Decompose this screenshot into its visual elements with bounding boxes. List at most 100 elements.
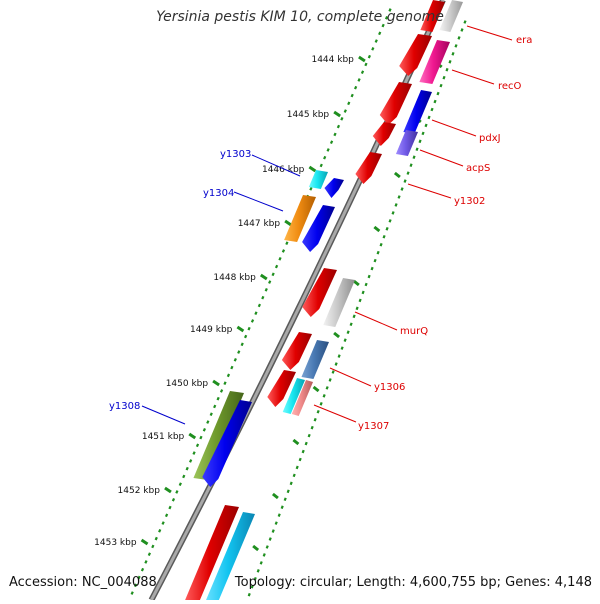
tick-label: 1447 kbp xyxy=(238,219,281,229)
tick-track-dot-left xyxy=(240,342,244,347)
tick-track-dot-right xyxy=(379,242,383,247)
tick-track-dot-right xyxy=(427,115,431,120)
tick-label: 1446 kbp xyxy=(262,165,305,175)
tick-track-dot-right xyxy=(430,107,434,112)
tick-label: 1452 kbp xyxy=(118,486,161,496)
tick-track-dot-left xyxy=(268,280,272,284)
tick-track-dot-right xyxy=(457,36,461,40)
tick-track-dot-left xyxy=(274,264,279,269)
tick-label: 1450 kbp xyxy=(166,379,209,389)
tick-track-dot-right xyxy=(370,266,374,271)
gene-era-grey xyxy=(439,0,463,32)
gene-era xyxy=(420,0,445,32)
gene-recO-red xyxy=(399,34,432,76)
tick-track-dot-right xyxy=(373,258,377,263)
tick-track-dot-left xyxy=(360,70,365,75)
tick-track-dot-left xyxy=(164,513,169,518)
tick-track-dot-left xyxy=(185,466,189,471)
tick-label: 1449 kbp xyxy=(190,325,233,335)
gene-label-era: era xyxy=(516,35,532,46)
tick-track-dot-left xyxy=(137,575,141,580)
gene-y1308-blue xyxy=(202,400,252,487)
tick-track-dot-left xyxy=(175,490,179,494)
tick-label: 1448 kbp xyxy=(213,273,256,283)
tick-track-dot-right xyxy=(271,529,275,533)
tick-label: 1451 kbp xyxy=(142,432,185,442)
tick-track-dot-right xyxy=(451,52,455,56)
tick-track-dot-left xyxy=(374,39,378,43)
tick-track-dot-left xyxy=(147,552,151,556)
accession-text: Accession: NC_004088 xyxy=(9,575,157,590)
tick-track-dot-left xyxy=(323,155,327,160)
tick-mark-right xyxy=(271,492,279,500)
tick-mark-right xyxy=(352,279,360,287)
tick-track-dot-left xyxy=(189,459,193,463)
gene-acpS xyxy=(395,130,418,156)
tick-mark xyxy=(236,325,245,333)
tick-track-dot-left xyxy=(244,334,248,339)
gene-label-recO: recO xyxy=(498,81,522,92)
gene-y1307-red xyxy=(267,370,296,407)
tick-track-dot-left xyxy=(381,23,385,28)
tick-track-dot-left xyxy=(213,404,217,409)
tick-track-dot-left xyxy=(333,132,337,137)
gene-y1308 xyxy=(193,391,244,480)
tick-track-dot-left xyxy=(144,560,148,564)
tick-track-dot-right xyxy=(391,211,395,215)
tick-track-dot-right xyxy=(343,338,347,342)
tick-track-dot-left xyxy=(140,567,145,572)
tick-track-dot-left xyxy=(230,365,234,370)
gene-label-murQ: murQ xyxy=(400,326,428,337)
leader-y1307 xyxy=(313,404,357,423)
tick-track-dot-right xyxy=(463,20,467,24)
tick-track-dot-left xyxy=(354,85,358,90)
tick-track-dot-right xyxy=(364,282,368,287)
tick-track-dot-right xyxy=(439,83,443,88)
tick-mark xyxy=(284,219,292,227)
gene-y1302 xyxy=(355,152,382,184)
tick-label: 1453 kbp xyxy=(94,538,137,548)
gene-bottom-red xyxy=(185,505,239,602)
tick-track-dot-right xyxy=(403,179,407,183)
gene-y1306-red xyxy=(281,332,312,370)
gene-murQ-red xyxy=(302,268,337,317)
gene-murQ xyxy=(323,278,355,327)
tick-track-dot-right xyxy=(352,314,356,319)
tick-track-dot-left xyxy=(347,101,351,106)
tick-mark-right xyxy=(292,438,300,446)
tick-track-dot-right xyxy=(394,203,398,207)
tick-track-dot-right xyxy=(358,298,362,303)
tick-track-dot-left xyxy=(216,396,220,401)
tick-track-dot-right xyxy=(409,163,413,167)
tick-track-dot-right xyxy=(319,402,323,406)
tick-track-dot-right xyxy=(376,250,380,255)
tick-track-dot-left xyxy=(223,381,227,385)
tick-track-dot-left xyxy=(158,529,162,533)
tick-track-dot-left xyxy=(350,93,354,98)
tick-track-dot-right xyxy=(355,306,359,311)
gene-label-y1302: y1302 xyxy=(454,196,485,207)
tick-track-dot-right xyxy=(400,187,404,191)
tick-track-dot-left xyxy=(281,249,286,253)
tick-track-dot-right xyxy=(346,330,350,335)
tick-track-dot-right xyxy=(286,489,290,494)
tick-track-dot-right xyxy=(256,569,260,573)
leader-y1308 xyxy=(141,405,186,425)
tick-mark-right xyxy=(312,385,320,393)
gene-label-y1304: y1304 xyxy=(203,188,234,199)
tick-mark xyxy=(259,273,268,281)
tick-track-dot-left xyxy=(378,31,382,36)
gene-y1303-blue xyxy=(324,178,344,198)
tick-track-dot-left xyxy=(336,124,341,129)
tick-track-dot-right xyxy=(388,219,392,223)
tick-track-dot-right xyxy=(274,521,278,525)
gene-label-acpS: acpS xyxy=(466,163,490,174)
tick-track-dot-left xyxy=(206,420,210,424)
tick-track-dot-right xyxy=(322,394,326,398)
tick-track-dot-right xyxy=(262,553,266,557)
tick-track-dot-right xyxy=(316,409,320,414)
tick-mark xyxy=(164,486,172,494)
tick-track-dot-right xyxy=(454,44,458,48)
tick-track-dot-left xyxy=(340,117,344,121)
tick-track-dot-right xyxy=(349,322,353,327)
